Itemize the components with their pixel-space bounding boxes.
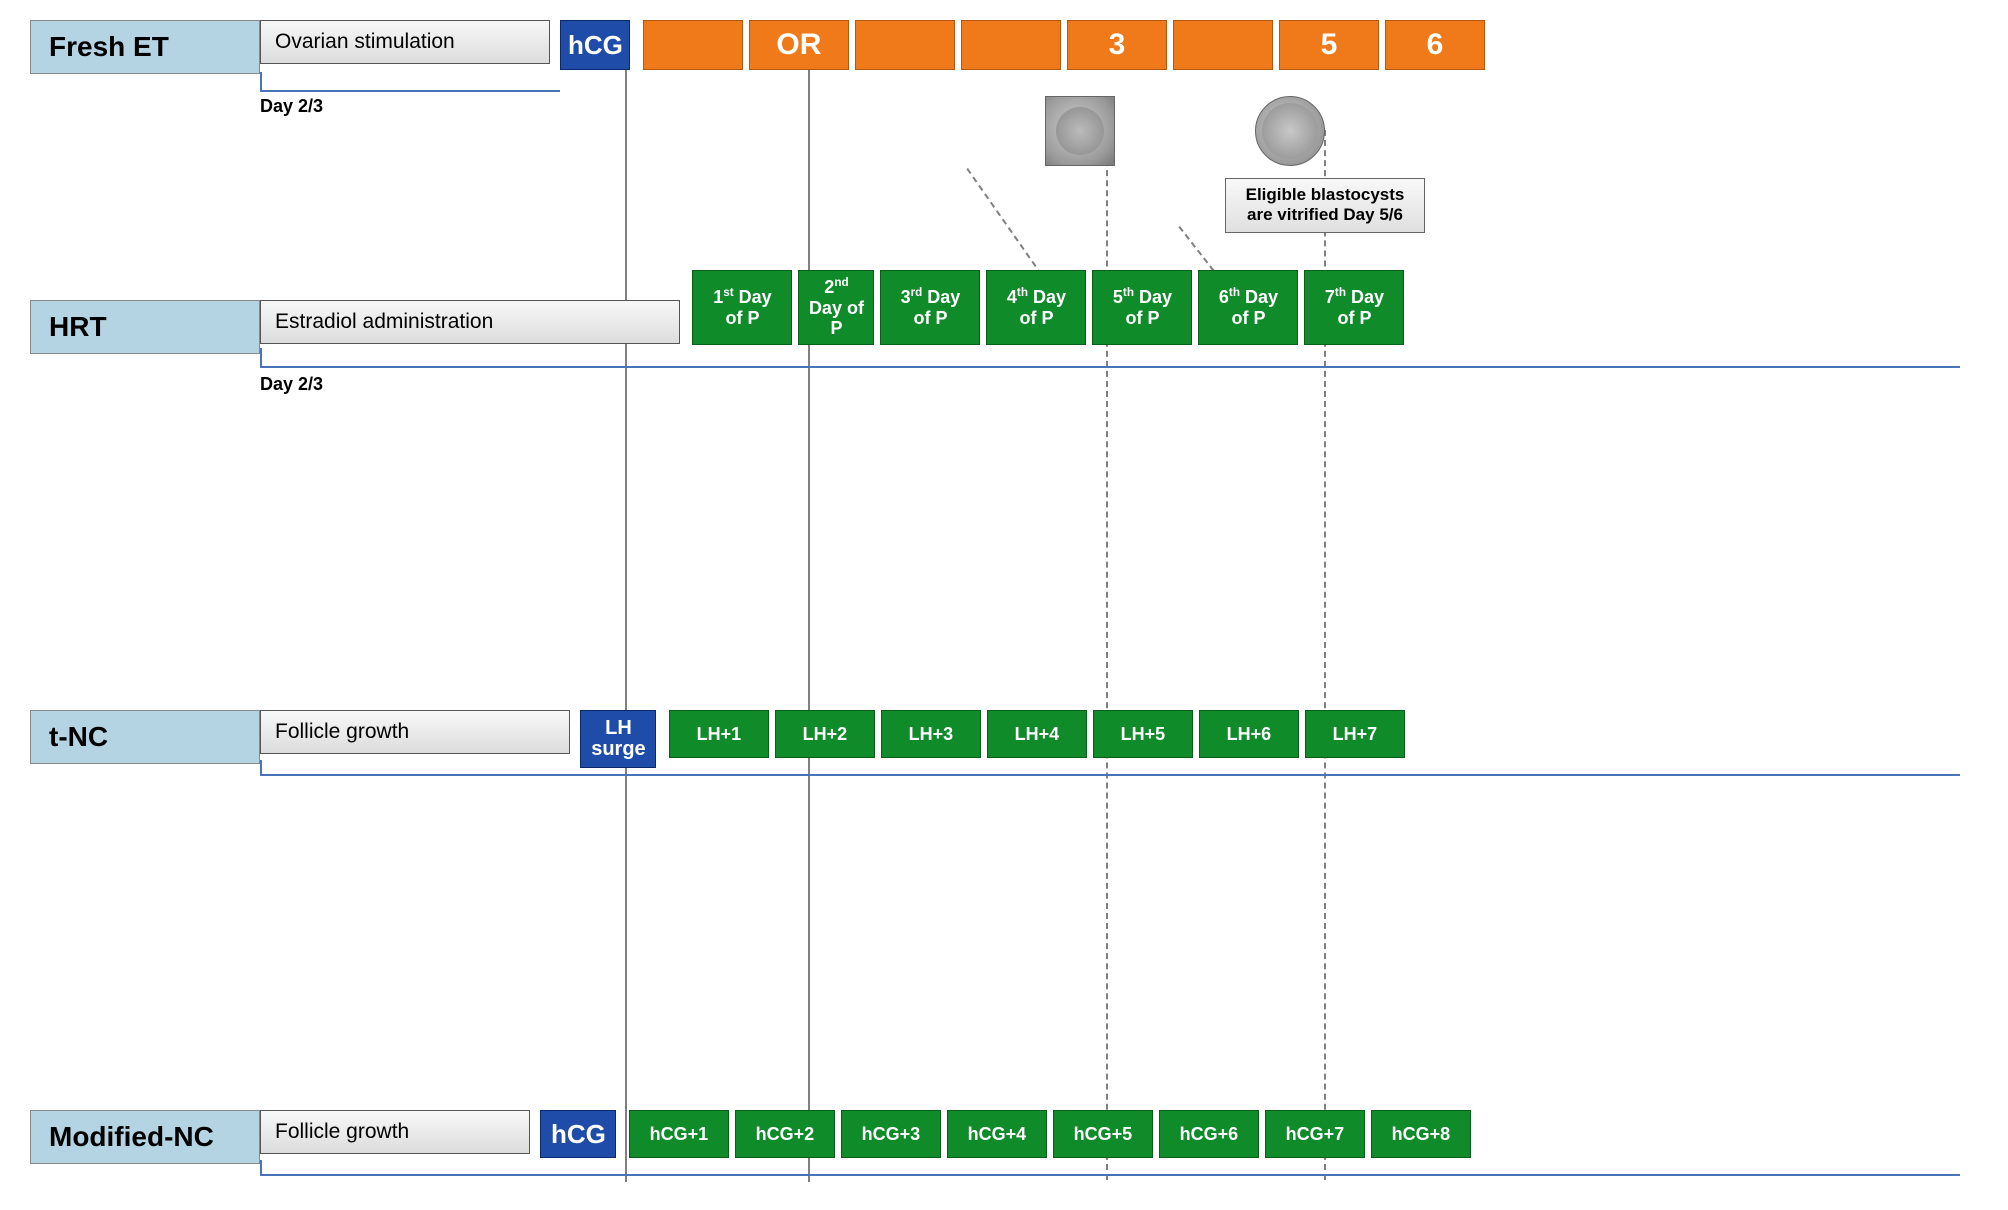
orange-d4 (1173, 20, 1273, 70)
row-label-fresh-et: Fresh ET (30, 20, 260, 74)
tnc-lh2: LH+2 (775, 710, 875, 758)
ord: 6th Day (1219, 286, 1278, 308)
hrt-p7: 7th Dayof P (1304, 270, 1404, 345)
fresh-orange-seq: OR 3 5 6 (643, 20, 1485, 70)
modnc-h3: hCG+3 (841, 1110, 941, 1158)
phase-estradiol: Estradiol administration (260, 300, 680, 344)
tnc-axis-line (260, 774, 1960, 776)
row-fresh-et: Fresh ET Ovarian stimulation hCG OR 3 5 … (30, 20, 1970, 80)
tnc-lh7: LH+7 (1305, 710, 1405, 758)
l2: of P (913, 308, 947, 329)
hrt-p2: 2ndDay ofP (798, 270, 874, 345)
diagram-container: Fresh ET Ovarian stimulation hCG OR 3 5 … (30, 20, 1970, 1190)
l2: of P (1019, 308, 1053, 329)
modnc-axis-line (260, 1174, 1960, 1176)
tnc-lh1: LH+1 (669, 710, 769, 758)
trigger-lh-surge: LHsurge (580, 710, 656, 768)
hrt-p3: 3rd Dayof P (880, 270, 980, 345)
row-label-tnc: t-NC (30, 710, 260, 764)
ord: 3rd Day (901, 286, 961, 308)
tnc-lh6: LH+6 (1199, 710, 1299, 758)
embryo-day5-image (1255, 96, 1325, 166)
hrt-axis-tick (260, 348, 262, 366)
hrt-green-seq: 1st Dayof P 2ndDay ofP 3rd Dayof P 4th D… (692, 270, 1404, 345)
orange-or: OR (749, 20, 849, 70)
trigger-hcg-modnc: hCG (540, 1110, 616, 1158)
phase-ovarian-stim: Ovarian stimulation (260, 20, 550, 64)
fresh-day-label: Day 2/3 (260, 96, 323, 117)
modnc-h4: hCG+4 (947, 1110, 1047, 1158)
orange-d0 (643, 20, 743, 70)
modnc-h1: hCG+1 (629, 1110, 729, 1158)
ord: 7th Day (1325, 286, 1384, 308)
phase-follicle-tnc: Follicle growth (260, 710, 570, 754)
connector-day3 (966, 168, 1048, 284)
tnc-axis-tick (260, 760, 262, 774)
ord: 2nd (824, 276, 848, 298)
modnc-green-seq: hCG+1 hCG+2 hCG+3 hCG+4 hCG+5 hCG+6 hCG+… (629, 1110, 1471, 1158)
orange-d2 (855, 20, 955, 70)
l2: Day of (809, 298, 864, 319)
l2: of P (1231, 308, 1265, 329)
modnc-h6: hCG+6 (1159, 1110, 1259, 1158)
hrt-day-label: Day 2/3 (260, 374, 323, 395)
trigger-hcg-fresh: hCG (560, 20, 630, 70)
tnc-green-seq: LH+1 LH+2 LH+3 LH+4 LH+5 LH+6 LH+7 (669, 710, 1405, 758)
l2: of P (725, 308, 759, 329)
vline-or (808, 42, 810, 1182)
ord: 4th Day (1007, 286, 1066, 308)
modnc-h2: hCG+2 (735, 1110, 835, 1158)
orange-d5: 5 (1279, 20, 1379, 70)
phase-follicle-modnc: Follicle growth (260, 1110, 530, 1154)
ord: 1st Day (713, 286, 771, 308)
orange-d2b (961, 20, 1061, 70)
row-label-hrt: HRT (30, 300, 260, 354)
fresh-axis-tick (260, 72, 262, 90)
hrt-p6: 6th Dayof P (1198, 270, 1298, 345)
l3: P (830, 318, 842, 339)
hrt-axis-line (260, 366, 1960, 368)
modnc-h7: hCG+7 (1265, 1110, 1365, 1158)
hrt-p4: 4th Dayof P (986, 270, 1086, 345)
hrt-p5: 5th Dayof P (1092, 270, 1192, 345)
fresh-axis-line (260, 90, 560, 92)
tnc-lh5: LH+5 (1093, 710, 1193, 758)
l2: of P (1337, 308, 1371, 329)
row-hrt: HRT Estradiol administration 1st Dayof P… (30, 300, 1970, 380)
row-modified-nc: Modified-NC Follicle growth hCG hCG+1 hC… (30, 1110, 1970, 1180)
modnc-axis-tick (260, 1160, 262, 1174)
row-tnc: t-NC Follicle growth LHsurge LH+1 LH+2 L… (30, 710, 1970, 780)
lh-l2: surge (591, 739, 645, 760)
ord: 5th Day (1113, 286, 1172, 308)
modnc-h5: hCG+5 (1053, 1110, 1153, 1158)
lh-l1: LH (605, 718, 632, 739)
hrt-p1: 1st Dayof P (692, 270, 792, 345)
vline-hcg (625, 42, 627, 1182)
orange-d6: 6 (1385, 20, 1485, 70)
tnc-lh3: LH+3 (881, 710, 981, 758)
orange-d3: 3 (1067, 20, 1167, 70)
embryo-day3-image (1045, 96, 1115, 166)
callout-blastocysts: Eligible blastocysts are vitrified Day 5… (1225, 178, 1425, 233)
tnc-lh4: LH+4 (987, 710, 1087, 758)
row-label-modnc: Modified-NC (30, 1110, 260, 1164)
modnc-h8: hCG+8 (1371, 1110, 1471, 1158)
l2: of P (1125, 308, 1159, 329)
